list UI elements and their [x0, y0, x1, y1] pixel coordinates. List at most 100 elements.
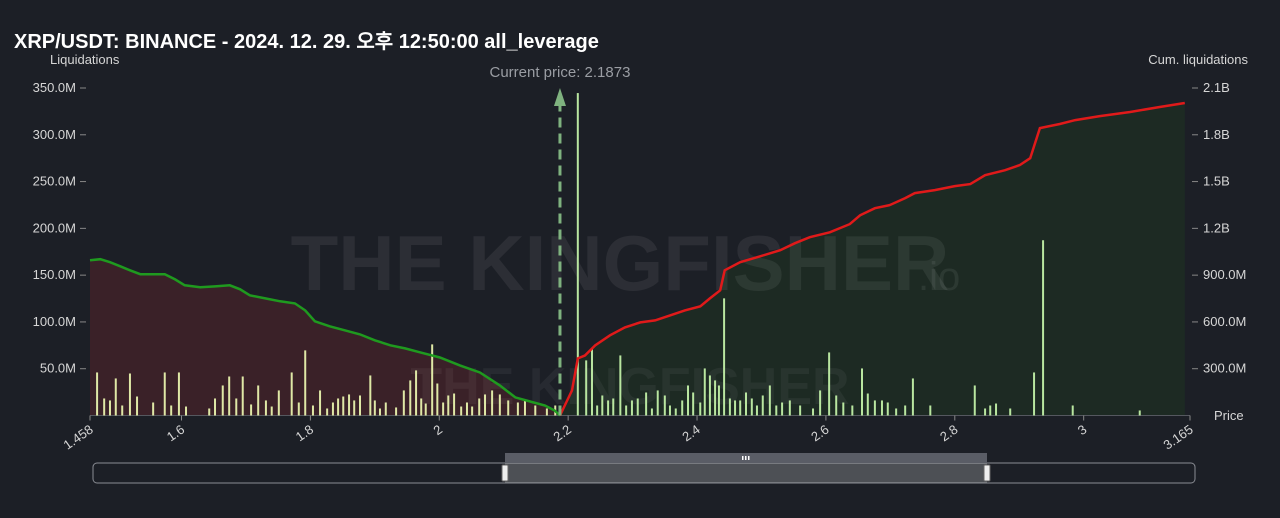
x-tick-label: 1.6 — [164, 422, 187, 445]
bar — [576, 93, 579, 416]
navigator[interactable] — [92, 453, 1196, 484]
bar — [625, 405, 628, 416]
bar — [185, 406, 188, 416]
bar — [331, 402, 334, 416]
navigator-handle[interactable] — [983, 464, 991, 482]
bar — [663, 395, 666, 416]
bar — [873, 400, 876, 416]
bar — [755, 405, 758, 416]
y-tick-label: 300.0M — [33, 127, 76, 142]
bar — [723, 298, 726, 416]
bar — [819, 390, 822, 416]
bar — [668, 405, 671, 416]
bar — [904, 405, 907, 416]
bar — [739, 400, 742, 416]
bar — [596, 405, 599, 416]
x-tick-label: 3 — [1075, 422, 1090, 438]
bar — [395, 407, 398, 416]
grip — [742, 456, 744, 460]
bar — [1009, 408, 1012, 416]
bar — [270, 406, 273, 416]
bar — [601, 395, 604, 416]
bar — [989, 405, 992, 416]
area — [90, 259, 560, 416]
bar — [384, 402, 387, 416]
bar — [860, 368, 863, 416]
bar — [353, 400, 356, 416]
current-price-label: Current price: 2.1873 — [490, 64, 631, 81]
bar — [590, 348, 593, 416]
navigator-window[interactable] — [505, 463, 987, 483]
bar — [687, 385, 690, 416]
y-tick-label: 250.0M — [33, 174, 76, 189]
bar — [208, 408, 211, 416]
bar — [636, 398, 639, 416]
bar — [708, 375, 711, 416]
bar — [420, 398, 423, 416]
bar — [290, 372, 293, 416]
area — [560, 103, 1185, 416]
bar — [241, 376, 244, 416]
chart-title: XRP/USDT: BINANCE - 2024. 12. 29. 오후 12:… — [14, 30, 599, 53]
bar — [163, 372, 166, 416]
bar — [108, 400, 111, 416]
bar — [373, 400, 376, 416]
bar — [828, 352, 831, 416]
bar — [319, 390, 322, 416]
bar — [221, 385, 224, 416]
bar — [264, 400, 267, 416]
grip — [748, 456, 750, 460]
bar — [337, 398, 340, 416]
bar — [415, 370, 418, 416]
bar — [484, 394, 487, 416]
bar — [750, 398, 753, 416]
watermark-suffix: .io — [918, 255, 960, 299]
bar — [630, 400, 633, 416]
bar — [703, 368, 706, 416]
navigator-handle[interactable] — [501, 464, 509, 482]
bar — [348, 394, 351, 416]
bar — [228, 376, 231, 416]
bar — [96, 372, 99, 416]
bar — [460, 406, 463, 416]
current-price-arrow — [553, 88, 566, 106]
bar — [277, 390, 280, 416]
bar — [424, 403, 427, 416]
bar — [465, 402, 468, 416]
x-tick-label: 1.458 — [60, 422, 95, 453]
bar — [835, 395, 838, 416]
x-tick-label: 2.6 — [808, 422, 831, 445]
bar — [491, 390, 494, 416]
grip — [745, 456, 747, 460]
y2-tick-label: 1.8B — [1203, 127, 1230, 142]
bar — [842, 402, 845, 416]
y-axis-label: Liquidations — [50, 52, 120, 67]
y2-tick-label: 600.0M — [1203, 314, 1246, 329]
bar — [214, 398, 217, 416]
y-tick-label: 50.0M — [40, 361, 76, 376]
bar — [880, 400, 883, 416]
bar — [911, 378, 914, 416]
bar — [359, 395, 362, 416]
bar — [1042, 240, 1045, 416]
bar — [788, 400, 791, 416]
bar — [342, 396, 345, 416]
line — [558, 101, 1185, 417]
bar — [851, 405, 854, 416]
bar — [436, 383, 439, 416]
bar — [728, 398, 731, 416]
watermark: THE KINGFISHER — [291, 219, 950, 307]
bar — [114, 378, 117, 416]
x-tick-label: 3.165 — [1160, 422, 1195, 453]
bar — [612, 398, 615, 416]
bar — [781, 402, 784, 416]
x-tick-label: 2.8 — [937, 422, 960, 445]
bar — [402, 390, 405, 416]
y2-tick-label: 900.0M — [1203, 267, 1246, 282]
y-tick-label: 200.0M — [33, 220, 76, 235]
bar — [650, 408, 653, 416]
bar — [498, 394, 501, 416]
y2-tick-label: 1.5B — [1203, 174, 1230, 189]
bar — [235, 398, 238, 416]
bar — [447, 395, 450, 416]
